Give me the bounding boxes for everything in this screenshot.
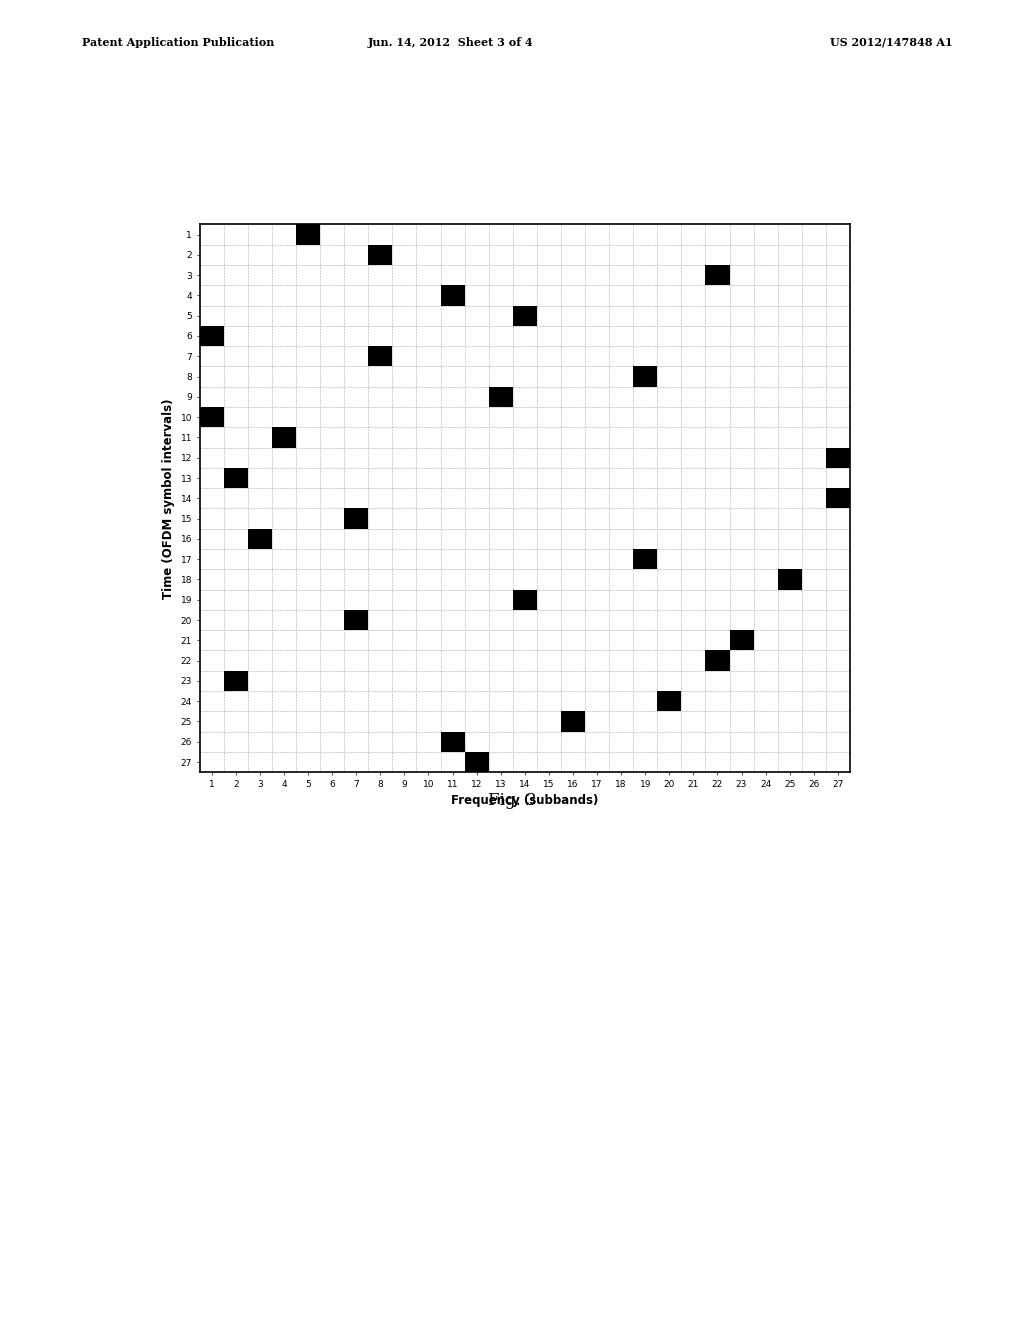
Text: US 2012/147848 A1: US 2012/147848 A1	[829, 37, 952, 48]
X-axis label: Frequency (subbands): Frequency (subbands)	[452, 795, 598, 808]
Bar	[440, 285, 465, 305]
Text: Jun. 14, 2012  Sheet 3 of 4: Jun. 14, 2012 Sheet 3 of 4	[368, 37, 534, 48]
Bar	[369, 346, 392, 367]
Bar	[344, 610, 369, 630]
Bar	[657, 692, 681, 711]
Bar	[296, 224, 321, 244]
Bar	[561, 711, 585, 731]
Bar	[248, 529, 272, 549]
Bar	[825, 447, 850, 467]
Bar	[272, 428, 296, 447]
Bar	[224, 671, 248, 692]
Bar	[224, 467, 248, 488]
Bar	[465, 752, 488, 772]
Bar	[488, 387, 513, 407]
Bar	[440, 731, 465, 752]
Bar	[513, 590, 537, 610]
Bar	[200, 407, 224, 428]
Bar	[633, 367, 657, 387]
Bar	[706, 651, 729, 671]
Bar	[729, 630, 754, 651]
Bar	[513, 305, 537, 326]
Bar	[777, 569, 802, 590]
Bar	[825, 488, 850, 508]
Bar	[633, 549, 657, 569]
Text: Fig. 3: Fig. 3	[487, 792, 537, 809]
Bar	[344, 508, 369, 529]
Y-axis label: Time (OFDM symbol intervals): Time (OFDM symbol intervals)	[162, 399, 175, 598]
Bar	[706, 265, 729, 285]
Text: Patent Application Publication: Patent Application Publication	[82, 37, 274, 48]
Bar	[200, 326, 224, 346]
Bar	[369, 244, 392, 265]
